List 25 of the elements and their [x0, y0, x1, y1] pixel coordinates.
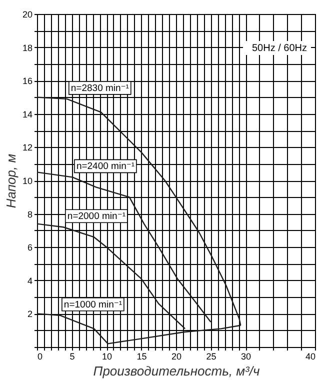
x-tick-label: 15 — [136, 352, 147, 362]
x-tick-label: 25 — [206, 352, 216, 362]
y-tick-label: 12 — [22, 142, 32, 153]
y-tick-label: 18 — [22, 42, 32, 53]
x-tick-label: 30 — [240, 352, 252, 362]
x-tick-label: 10 — [102, 352, 112, 362]
series-label: n=2830 min⁻¹ — [70, 82, 129, 94]
y-tick-label: 4 — [27, 276, 32, 286]
x-axis-title: Производительность, м³/ч — [93, 364, 260, 378]
x-tick-label: 40 — [305, 352, 316, 362]
series-label: n=2000 min⁻¹ — [67, 211, 126, 222]
y-tick-label: 6 — [27, 242, 32, 253]
y-tick-label: 10 — [22, 176, 32, 186]
x-tick-label: 5 — [70, 352, 75, 362]
x-tick-label: 20 — [171, 352, 182, 362]
x-tick-label: 0 — [38, 352, 43, 362]
series-label: n=1000 min⁻¹ — [64, 299, 122, 310]
y-tick-label: 2 — [27, 309, 32, 320]
y-tick-label: 20 — [22, 10, 32, 20]
annotation: 50Hz / 60Hz — [252, 43, 307, 54]
y-tick-label: 8 — [27, 209, 32, 220]
y-tick-label: 14 — [22, 109, 32, 120]
y-axis-title: Напор, м — [3, 154, 18, 208]
y-tick-label: 16 — [22, 76, 32, 86]
series-label: n=2400 min⁻¹ — [76, 161, 135, 172]
